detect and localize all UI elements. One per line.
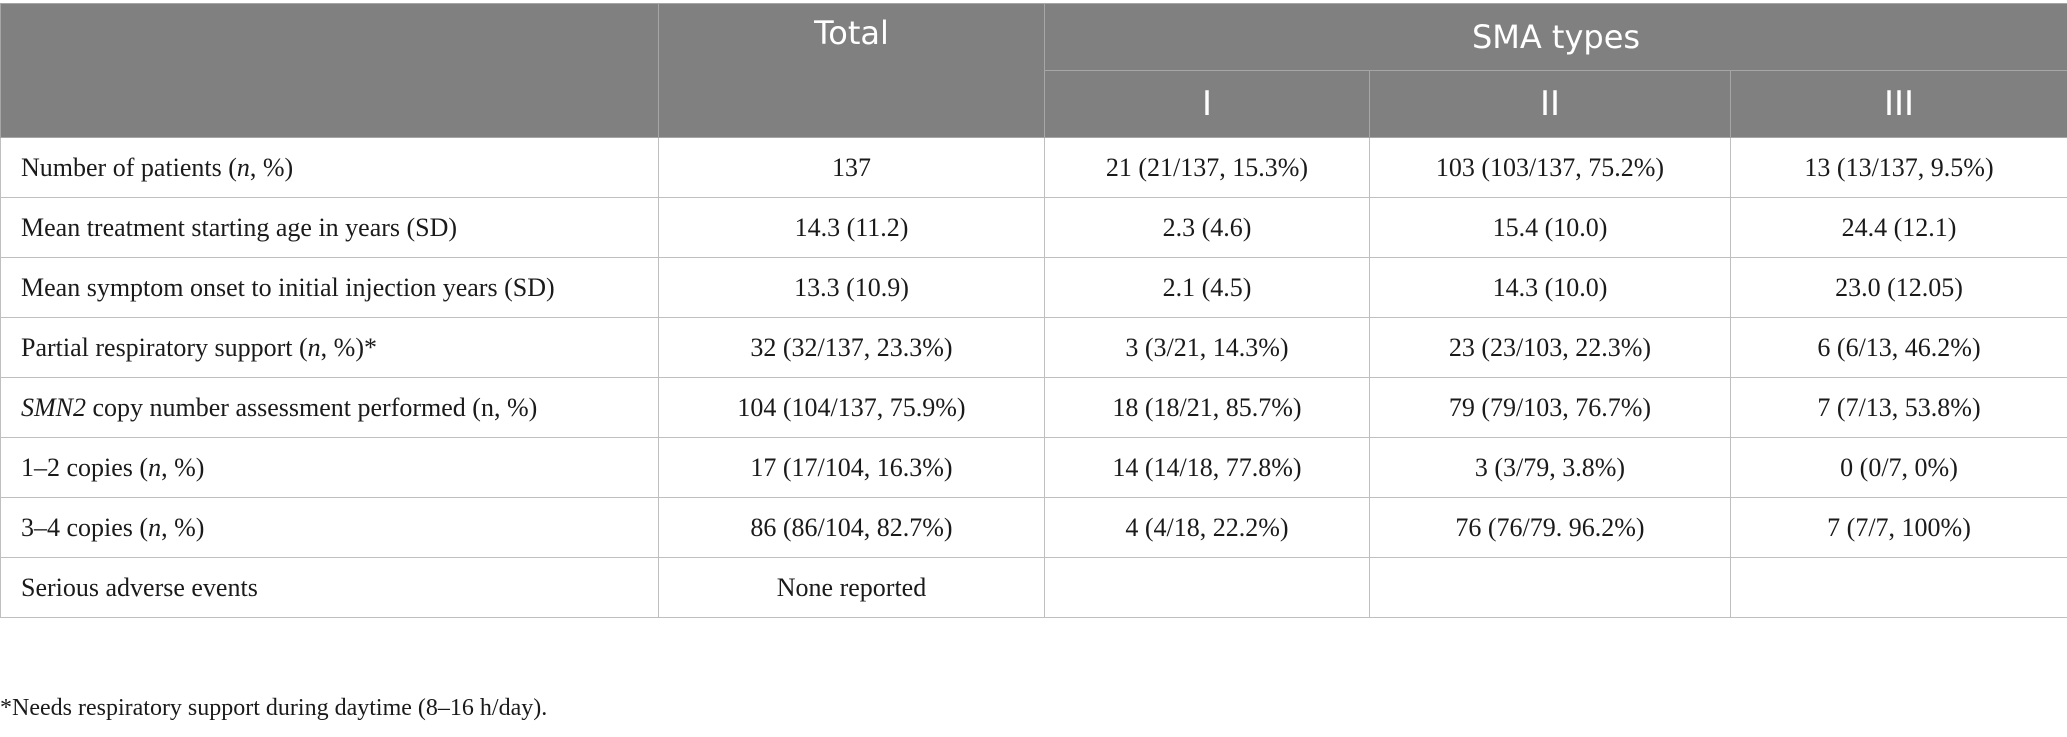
cell-total: 86 (86/104, 82.7%) <box>658 497 1045 558</box>
cell-type-i: 2.1 (4.5) <box>1044 257 1370 318</box>
table-header: Total SMA types I II III <box>0 3 2067 138</box>
cell-type-ii: 14.3 (10.0) <box>1369 257 1731 318</box>
cell-type-ii <box>1369 557 1731 618</box>
cell-type-ii: 79 (79/103, 76.7%) <box>1369 377 1731 438</box>
row-label: Mean symptom onset to initial injection … <box>0 257 659 318</box>
header-type-iii: III <box>1729 70 2067 138</box>
table-row: Serious adverse events None reported <box>0 557 2067 618</box>
label-italic: n <box>307 332 321 362</box>
label-text: Number of patients ( <box>21 152 237 182</box>
header-type-i: I <box>1044 70 1370 138</box>
table-row: Mean treatment starting age in years (SD… <box>0 197 2067 258</box>
header-sma-types: SMA types <box>1043 3 2067 71</box>
label-text: , %) <box>161 452 205 482</box>
label-text: 3–4 copies ( <box>21 512 149 542</box>
cell-type-i: 3 (3/21, 14.3%) <box>1044 317 1370 378</box>
cell-total: 104 (104/137, 75.9%) <box>658 377 1045 438</box>
cell-type-i: 4 (4/18, 22.2%) <box>1044 497 1370 558</box>
label-text: , %)* <box>320 332 377 362</box>
cell-type-ii: 15.4 (10.0) <box>1369 197 1731 258</box>
label-italic: n <box>236 152 250 182</box>
cell-type-ii: 76 (76/79. 96.2%) <box>1369 497 1731 558</box>
label-text: , %) <box>249 152 294 182</box>
row-label: 3–4 copies (n, %) <box>0 497 659 558</box>
label-text: Serious adverse events <box>21 572 258 602</box>
label-text: Partial respiratory support ( <box>21 332 308 362</box>
table-footnote: *Needs respiratory support during daytim… <box>0 695 548 721</box>
cell-type-iii: 23.0 (12.05) <box>1729 257 2067 318</box>
table-row: 1–2 copies (n, %) 17 (17/104, 16.3%) 14 … <box>0 437 2067 498</box>
header-total: Total <box>658 3 1045 138</box>
cell-type-i: 18 (18/21, 85.7%) <box>1044 377 1370 438</box>
table-row: Number of patients (n, %) 137 21 (21/137… <box>0 137 2067 198</box>
cell-type-ii: 3 (3/79, 3.8%) <box>1369 437 1731 498</box>
cell-total: 13.3 (10.9) <box>658 257 1045 318</box>
cell-type-iii: 24.4 (12.1) <box>1729 197 2067 258</box>
cell-type-i <box>1044 557 1370 618</box>
label-text: Mean treatment starting age in years (SD… <box>21 212 458 242</box>
cell-type-iii: 7 (7/7, 100%) <box>1729 497 2067 558</box>
label-text: 1–2 copies ( <box>21 452 149 482</box>
header-empty-cell <box>0 3 659 138</box>
cell-total: 17 (17/104, 16.3%) <box>658 437 1045 498</box>
label-text: copy number assessment performed (n, %) <box>86 392 538 422</box>
cell-type-iii: 0 (0/7, 0%) <box>1729 437 2067 498</box>
cell-total: 137 <box>658 137 1045 198</box>
cell-type-ii: 23 (23/103, 22.3%) <box>1369 317 1731 378</box>
table-row: SMN2 copy number assessment performed (n… <box>0 377 2067 438</box>
row-label: Serious adverse events <box>0 557 659 618</box>
row-label: 1–2 copies (n, %) <box>0 437 659 498</box>
label-text: , %) <box>161 512 205 542</box>
cell-total: 32 (32/137, 23.3%) <box>658 317 1045 378</box>
label-text: Mean symptom onset to initial injection … <box>21 272 555 302</box>
cell-type-ii: 103 (103/137, 75.2%) <box>1369 137 1731 198</box>
label-italic: n <box>148 452 162 482</box>
table-body: Number of patients (n, %) 137 21 (21/137… <box>0 137 2067 618</box>
cell-type-i: 2.3 (4.6) <box>1044 197 1370 258</box>
header-type-ii: II <box>1369 70 1731 138</box>
row-label: Partial respiratory support (n, %)* <box>0 317 659 378</box>
table-container: Total SMA types I II III Number of patie… <box>0 3 2067 618</box>
row-label: Number of patients (n, %) <box>0 137 659 198</box>
cell-type-i: 14 (14/18, 77.8%) <box>1044 437 1370 498</box>
cell-type-iii: 6 (6/13, 46.2%) <box>1729 317 2067 378</box>
table-row: 3–4 copies (n, %) 86 (86/104, 82.7%) 4 (… <box>0 497 2067 558</box>
label-italic: n <box>148 512 162 542</box>
row-label: SMN2 copy number assessment performed (n… <box>0 377 659 438</box>
label-italic: SMN2 <box>21 392 86 422</box>
row-label: Mean treatment starting age in years (SD… <box>0 197 659 258</box>
cell-total: None reported <box>658 557 1045 618</box>
table-row: Mean symptom onset to initial injection … <box>0 257 2067 318</box>
cell-total: 14.3 (11.2) <box>658 197 1045 258</box>
sma-patient-table: Total SMA types I II III Number of patie… <box>0 3 2067 618</box>
table-row: Partial respiratory support (n, %)* 32 (… <box>0 317 2067 378</box>
cell-type-iii: 7 (7/13, 53.8%) <box>1729 377 2067 438</box>
cell-type-iii: 13 (13/137, 9.5%) <box>1729 137 2067 198</box>
cell-type-iii <box>1729 557 2067 618</box>
cell-type-i: 21 (21/137, 15.3%) <box>1044 137 1370 198</box>
